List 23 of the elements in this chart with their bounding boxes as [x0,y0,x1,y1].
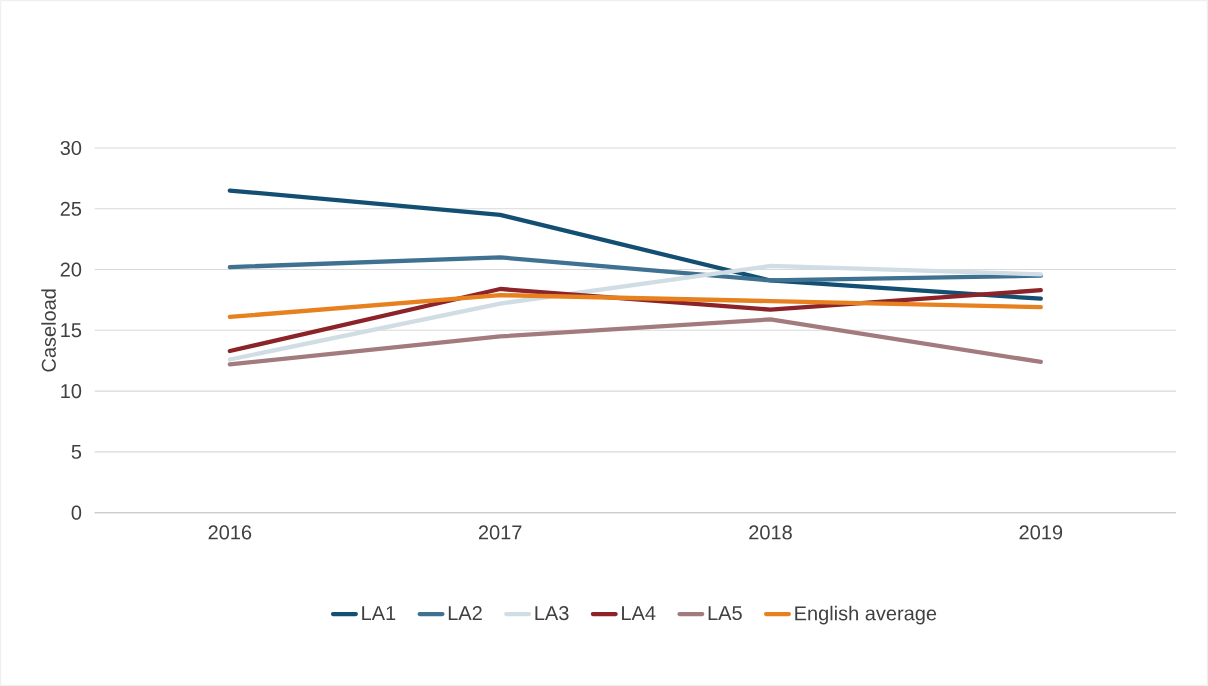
y-tick-label: 25 [60,201,82,216]
x-tick-label: 2018 [749,525,792,540]
y-tick-label: 20 [60,262,82,277]
y-tick-label: 0 [71,505,82,520]
legend-label: LA5 [708,606,742,621]
legend-label: LA4 [622,606,656,620]
y-tick-label: 5 [71,444,82,459]
legend-label: LA3 [535,606,569,621]
y-tick-label: 15 [61,323,82,338]
y-tick-label: 10 [61,384,82,399]
y-axis-title: Caseload [41,289,56,372]
line-series [227,255,1043,283]
y-tick-label: 30 [60,140,82,156]
line-series [227,317,1043,367]
x-tick-label: 2016 [208,525,252,540]
legend-label: LA1 [362,606,396,620]
line-series [227,188,1043,301]
x-tick-label: 2017 [478,525,522,540]
line-series [227,263,1043,362]
legend-label: English average [795,605,937,625]
line-series [227,292,1043,320]
legend-label: LA2 [448,606,482,620]
x-tick-label: 2019 [1019,525,1063,540]
